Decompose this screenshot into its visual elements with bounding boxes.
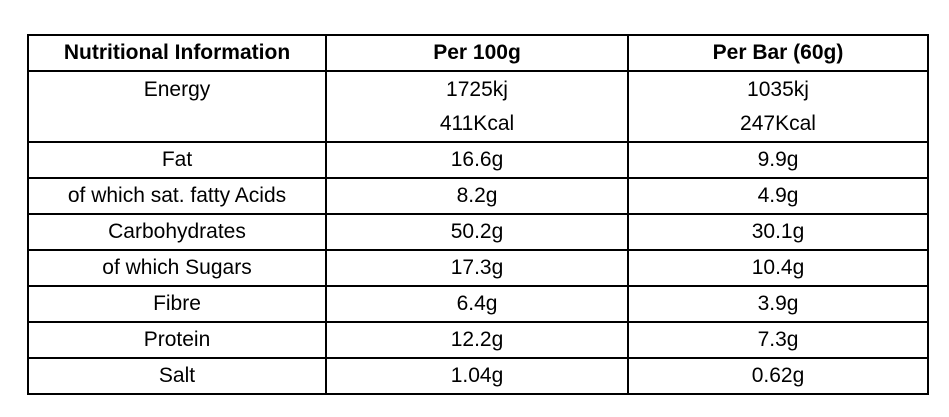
protein-per-bar: 7.3g — [627, 321, 929, 359]
carbohydrates-per-100g: 50.2g — [325, 213, 629, 251]
energy-per-100g: 1725kj 411Kcal — [325, 70, 629, 143]
table-row-sugars: of which Sugars 17.3g 10.4g — [27, 249, 929, 287]
fat-per-bar: 9.9g — [627, 141, 929, 179]
sat-fatty-acids-per-100g: 8.2g — [325, 177, 629, 215]
fat-per-100g: 16.6g — [325, 141, 629, 179]
row-label-salt: Salt — [27, 357, 327, 395]
sugars-per-bar: 10.4g — [627, 249, 929, 287]
salt-per-bar: 0.62g — [627, 357, 929, 395]
protein-per-100g: 12.2g — [325, 321, 629, 359]
table-row-salt: Salt 1.04g 0.62g — [27, 357, 929, 395]
table-header-row: Nutritional Information Per 100g Per Bar… — [27, 34, 929, 72]
table-row-sat-fatty-acids: of which sat. fatty Acids 8.2g 4.9g — [27, 177, 929, 215]
row-label-carbohydrates: Carbohydrates — [27, 213, 327, 251]
table-row-fat: Fat 16.6g 9.9g — [27, 141, 929, 179]
header-per-bar: Per Bar (60g) — [627, 34, 929, 72]
sugars-per-100g: 17.3g — [325, 249, 629, 287]
row-label-protein: Protein — [27, 321, 327, 359]
row-label-fibre: Fibre — [27, 285, 327, 323]
nutrition-table: Nutritional Information Per 100g Per Bar… — [27, 34, 929, 395]
row-label-sugars: of which Sugars — [27, 249, 327, 287]
sat-fatty-acids-per-bar: 4.9g — [627, 177, 929, 215]
table-row-fibre: Fibre 6.4g 3.9g — [27, 285, 929, 323]
row-label-sat-fatty-acids: of which sat. fatty Acids — [27, 177, 327, 215]
energy-per-bar: 1035kj 247Kcal — [627, 70, 929, 143]
table-row-energy: Energy 1725kj 411Kcal 1035kj 247Kcal — [27, 70, 929, 143]
fibre-per-bar: 3.9g — [627, 285, 929, 323]
row-label-energy: Energy — [27, 70, 327, 143]
table-row-protein: Protein 12.2g 7.3g — [27, 321, 929, 359]
row-label-fat: Fat — [27, 141, 327, 179]
salt-per-100g: 1.04g — [325, 357, 629, 395]
carbohydrates-per-bar: 30.1g — [627, 213, 929, 251]
header-per-100g: Per 100g — [325, 34, 629, 72]
header-nutritional-information: Nutritional Information — [27, 34, 327, 72]
table-row-carbohydrates: Carbohydrates 50.2g 30.1g — [27, 213, 929, 251]
fibre-per-100g: 6.4g — [325, 285, 629, 323]
